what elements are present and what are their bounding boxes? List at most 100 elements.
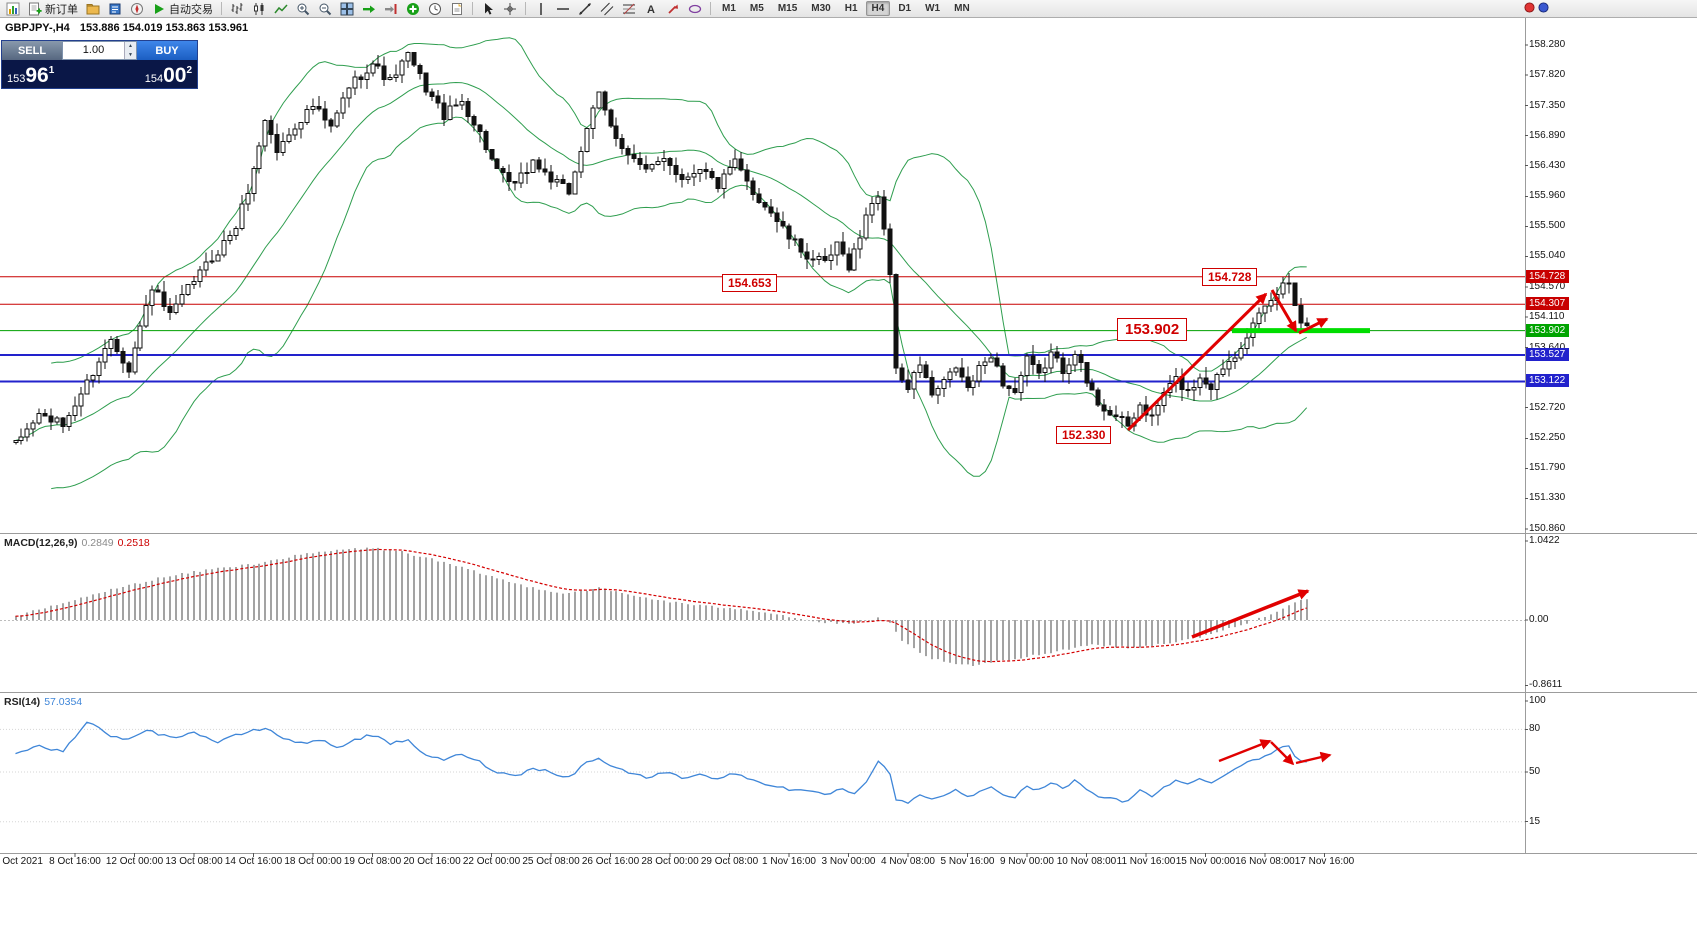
bid-ask-display: 153 96 1 154 00 2 [2, 60, 197, 88]
volume-spinner[interactable]: ▲ ▼ [124, 42, 136, 59]
timeframe-h1-button[interactable]: H1 [844, 3, 858, 14]
toolbar-trendline-button[interactable] [575, 0, 595, 18]
channel-icon [600, 2, 614, 16]
templates-icon [450, 2, 464, 16]
toolbar-chart-shift-button[interactable] [381, 0, 401, 18]
toolbar-horizontal-line-button[interactable] [553, 0, 573, 18]
macd-signal-line [15, 548, 1307, 663]
toolbar-separator [525, 2, 526, 15]
toolbar-separator [710, 2, 711, 15]
toolbar-auto-trading-button[interactable]: 自动交易 [149, 0, 216, 18]
volume-value[interactable]: 1.00 [82, 44, 105, 56]
toolbar-profiles-button[interactable] [83, 0, 103, 18]
sell-button[interactable]: SELL [2, 41, 62, 60]
trade-panel-controls: SELL 1.00 ▲ ▼ BUY [2, 41, 197, 60]
price-annotation[interactable]: 154.728 [1202, 268, 1258, 286]
toolbar-line-chart-button[interactable] [271, 0, 291, 18]
price-annotation[interactable]: 154.653 [722, 274, 778, 292]
toolbar-crosshair-button[interactable] [500, 0, 520, 18]
toolbar-vertical-line-button[interactable] [531, 0, 551, 18]
bid-price: 153 96 1 [7, 64, 55, 87]
navigator-icon [130, 2, 144, 16]
toolbar-candle-chart-button[interactable] [249, 0, 269, 18]
toolbar-navigator-button[interactable] [127, 0, 147, 18]
timeframe-mn-button[interactable]: MN [954, 3, 970, 14]
tile-windows-icon [340, 2, 354, 16]
auto-trading-icon [152, 2, 166, 16]
toolbar-cursor-button[interactable] [478, 0, 498, 18]
toolbar-window-icons [1524, 2, 1549, 13]
toolbar-shapes-button[interactable] [685, 0, 705, 18]
toolbar-new-chart-button[interactable] [3, 0, 23, 18]
symbol-period-label: GBPJPY-,H4 [5, 22, 70, 34]
main-toolbar: 新订单 自动交易 A M1 M5 M15 M30 H1 H4 D1 W1 MN [0, 0, 1697, 18]
shapes-icon [688, 2, 702, 16]
toolbar-button-label: 自动交易 [169, 3, 213, 16]
toolbar-separator [472, 2, 473, 15]
auto-scroll-icon [362, 2, 376, 16]
timeframe-w1-button[interactable]: W1 [925, 3, 941, 14]
toolbar-templates-button[interactable] [447, 0, 467, 18]
pane-separators [0, 18, 1697, 857]
toolbar-text-button[interactable]: A [641, 0, 661, 18]
buy-button[interactable]: BUY [137, 41, 197, 60]
toolbar-zoom-in-button[interactable] [293, 0, 313, 18]
macd-histogram [15, 547, 1308, 666]
timeframe-h4-button[interactable]: H4 [865, 1, 891, 16]
toolbar-periods-button[interactable] [425, 0, 445, 18]
chart-quote-line: GBPJPY-,H4 153.886 154.019 153.863 153.9… [5, 22, 248, 34]
chart-shift-icon [384, 2, 398, 16]
trendline-icon [578, 2, 592, 16]
bar-chart-icon [230, 2, 244, 16]
volume-field[interactable]: 1.00 ▲ ▼ [62, 41, 137, 60]
quote-ohlc-values: 153.886 154.019 153.863 153.961 [79, 22, 249, 34]
volume-up-icon[interactable]: ▲ [125, 42, 136, 51]
price-annotation[interactable]: 153.902 [1117, 318, 1188, 341]
new-order-icon [28, 2, 42, 16]
toolbar-channel-button[interactable] [597, 0, 617, 18]
ask-price: 154 00 2 [144, 64, 192, 87]
toolbar-button-label: 新订单 [45, 3, 78, 16]
indicators-icon [406, 2, 420, 16]
toolbar-bar-chart-button[interactable] [227, 0, 247, 18]
market-watch-icon [108, 2, 122, 16]
timeframe-m15-button[interactable]: M15 [777, 3, 798, 14]
zoom-out-icon [318, 2, 332, 16]
toolbar-tile-windows-button[interactable] [337, 0, 357, 18]
toolbar-zoom-out-button[interactable] [315, 0, 335, 18]
status-blue-icon[interactable] [1538, 2, 1549, 13]
rsi-line [15, 721, 1307, 804]
profiles-icon [86, 2, 100, 16]
timeframe-m30-button[interactable]: M30 [811, 3, 831, 14]
arrows-icon [666, 2, 680, 16]
one-click-trading-panel: SELL 1.00 ▲ ▼ BUY 153 96 1 154 00 2 [1, 40, 198, 89]
timeframe-d1-button[interactable]: D1 [898, 3, 912, 14]
candle-chart-icon [252, 2, 266, 16]
toolbar-market-watch-button[interactable] [105, 0, 125, 18]
vertical-line-icon [534, 2, 548, 16]
periods-icon [428, 2, 442, 16]
toolbar-fibonacci-button[interactable] [619, 0, 639, 18]
volume-down-icon[interactable]: ▼ [125, 50, 136, 59]
fibonacci-icon [622, 2, 636, 16]
macd-pane [0, 547, 1525, 666]
text-icon: A [644, 2, 658, 16]
line-chart-icon [274, 2, 288, 16]
macd-indicator-label: MACD(12,26,9) 0.2849 0.2518 [4, 537, 150, 549]
toolbar-indicators-button[interactable] [403, 0, 423, 18]
toolbar-auto-scroll-button[interactable] [359, 0, 379, 18]
timeframe-m1-button[interactable]: M1 [722, 3, 736, 14]
new-chart-icon [6, 2, 20, 16]
toolbar-separator [221, 2, 222, 15]
price-annotation[interactable]: 152.330 [1056, 426, 1112, 444]
main-price-pane [0, 37, 1525, 490]
toolbar-arrows-button[interactable] [663, 0, 683, 18]
crosshair-icon [503, 2, 517, 16]
candlesticks [13, 51, 1310, 445]
timeframe-m5-button[interactable]: M5 [749, 3, 764, 14]
cursor-icon [481, 2, 495, 16]
status-red-icon[interactable] [1524, 2, 1535, 13]
toolbar-new-order-button[interactable]: 新订单 [25, 0, 81, 18]
